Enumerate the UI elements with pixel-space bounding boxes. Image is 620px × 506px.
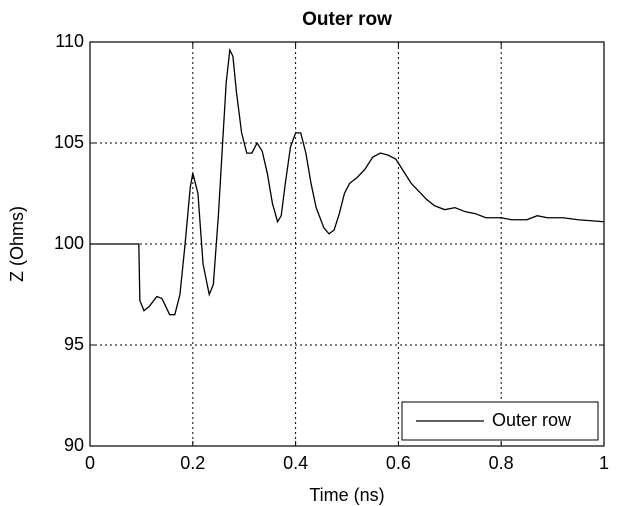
x-tick-label: 0.8 (489, 453, 514, 473)
legend-label: Outer row (492, 410, 572, 430)
x-tick-label: 0 (85, 453, 95, 473)
y-tick-label: 95 (64, 334, 84, 354)
y-tick-label: 100 (54, 233, 84, 253)
y-tick-label: 90 (64, 435, 84, 455)
y-tick-label: 110 (55, 31, 84, 51)
y-axis-label: Z (Ohms) (7, 206, 27, 282)
x-axis-label: Time (ns) (309, 485, 384, 505)
x-tick-label: 0.6 (386, 453, 411, 473)
x-tick-label: 0.4 (283, 453, 308, 473)
x-tick-label: 1 (599, 453, 609, 473)
data-line (90, 47, 605, 316)
x-tick-label: 0.2 (180, 453, 205, 473)
y-tick-label: 105 (54, 132, 84, 152)
chart-title: Outer row (302, 9, 392, 30)
